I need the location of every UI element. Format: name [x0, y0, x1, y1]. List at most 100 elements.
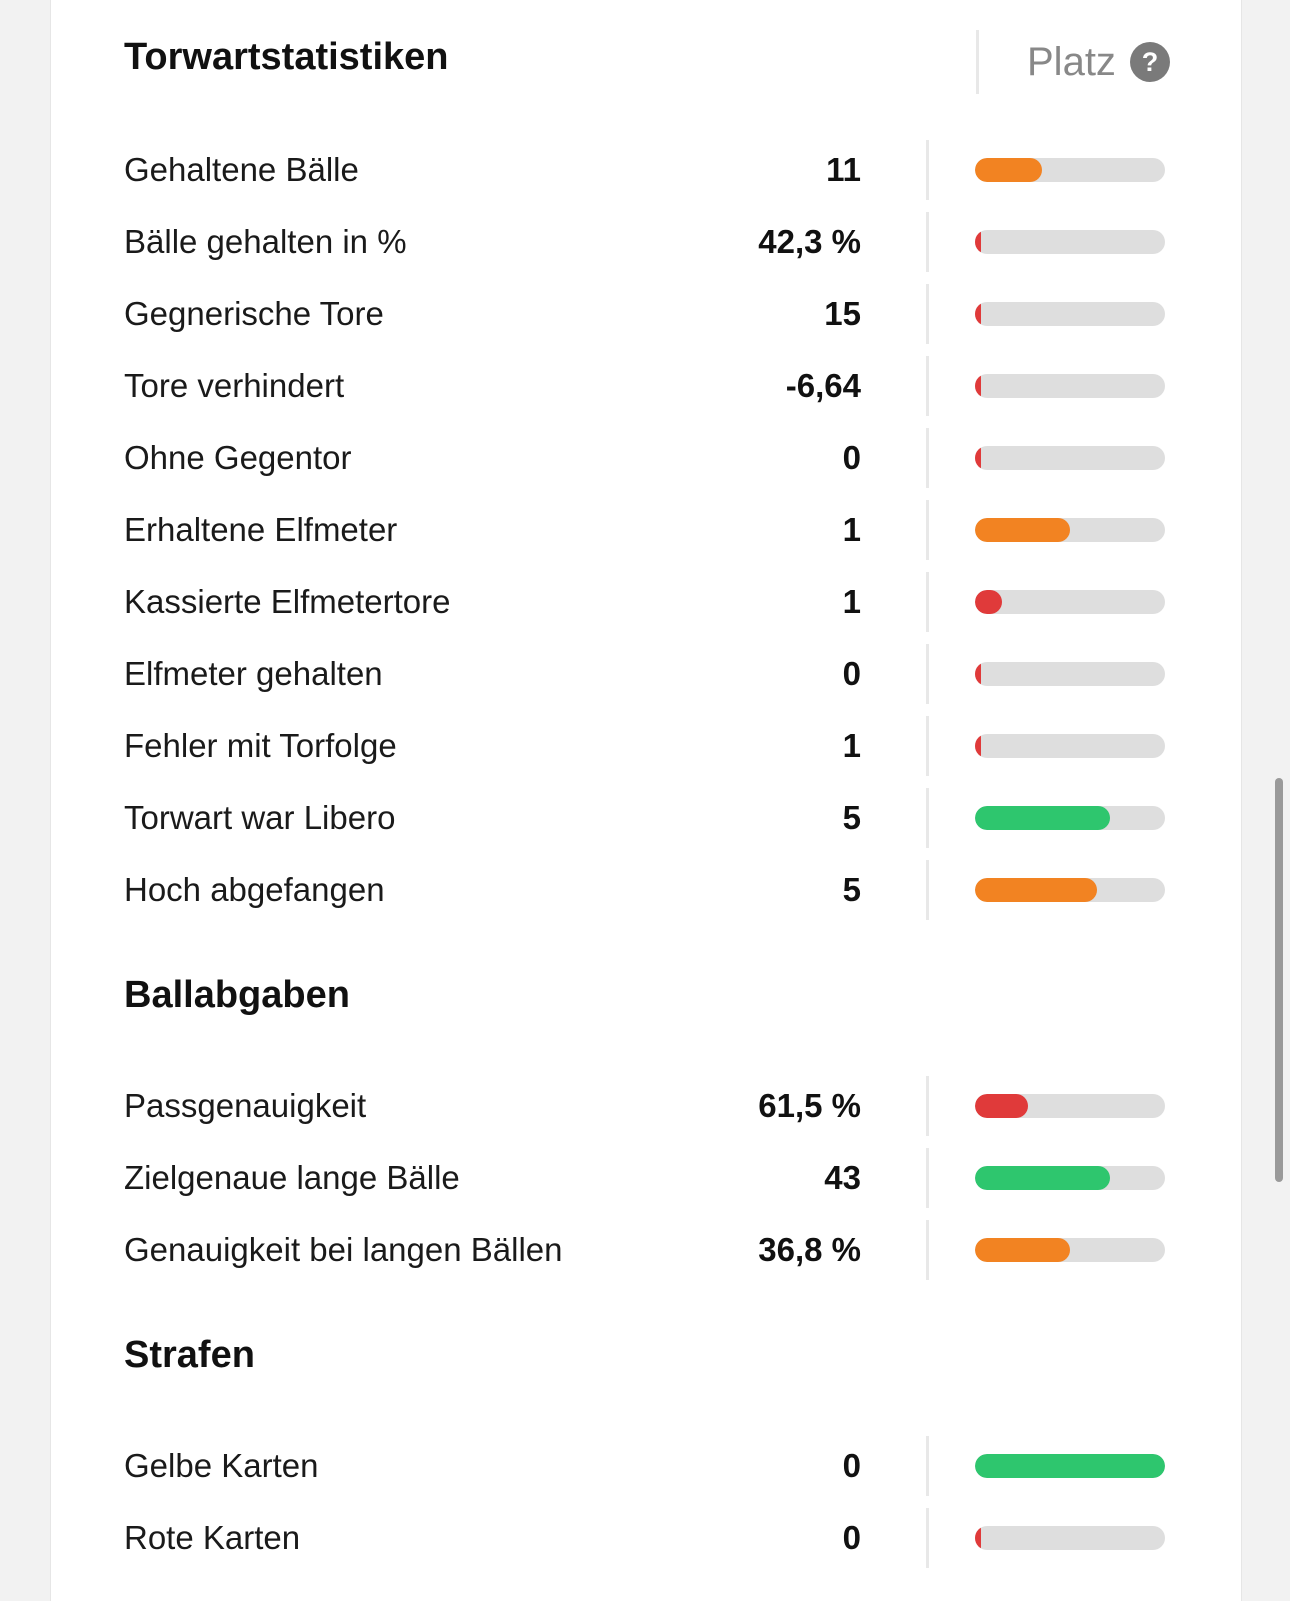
column-divider — [926, 356, 929, 416]
column-divider — [926, 1436, 929, 1496]
column-divider — [926, 1220, 929, 1280]
section-title-goalkeeping: Torwartstatistiken — [124, 36, 449, 78]
rank-bar-fill — [975, 662, 981, 686]
stat-value: 0 — [842, 655, 861, 692]
rank-bar-fill — [975, 230, 981, 254]
column-divider — [926, 644, 929, 704]
rank-bar-fill — [975, 878, 1097, 902]
rank-column-header: Platz ? — [976, 30, 1170, 94]
rank-bar — [975, 1094, 1165, 1118]
rank-bar-fill — [975, 1094, 1029, 1118]
stat-value: 61,5 % — [758, 1087, 861, 1124]
rank-bar-fill — [975, 518, 1070, 542]
column-divider — [926, 500, 929, 560]
stat-value: 5 — [842, 799, 861, 836]
stat-label: Elfmeter gehalten — [124, 655, 383, 692]
stat-label: Fehler mit Torfolge — [124, 727, 397, 764]
rank-bar — [975, 806, 1165, 830]
rank-bar-fill — [975, 1454, 1165, 1478]
section-title-discipline: Strafen — [124, 1334, 255, 1376]
column-divider — [926, 212, 929, 272]
stat-value: 0 — [842, 1519, 861, 1556]
column-divider — [926, 860, 929, 920]
rank-bar-fill — [975, 1238, 1070, 1262]
rank-bar — [975, 230, 1165, 254]
rank-bar-fill — [975, 446, 981, 470]
stat-value: 1 — [842, 511, 861, 548]
rank-bar-fill — [975, 302, 981, 326]
stat-row: Elfmeter gehalten 0 — [51, 644, 1241, 704]
stat-label: Genauigkeit bei langen Bällen — [124, 1231, 563, 1268]
stat-row: Tore verhindert -6,64 — [51, 356, 1241, 416]
question-circle-icon[interactable]: ? — [1129, 42, 1170, 82]
stat-value: 1 — [842, 583, 861, 620]
rank-bar — [975, 446, 1165, 470]
column-divider — [926, 284, 929, 344]
rank-bar — [975, 662, 1165, 686]
column-divider — [926, 788, 929, 848]
stat-label: Gehaltene Bälle — [124, 151, 359, 188]
stat-row: Passgenauigkeit 61,5 % — [51, 1076, 1241, 1136]
stat-label: Bälle gehalten in % — [124, 223, 407, 260]
rank-bar — [975, 1526, 1165, 1550]
stat-row: Gelbe Karten 0 — [51, 1436, 1241, 1496]
scrollbar[interactable] — [1275, 778, 1283, 1182]
stat-label: Hoch abgefangen — [124, 871, 385, 908]
rank-bar-fill — [975, 158, 1042, 182]
column-divider — [926, 140, 929, 200]
stat-label: Tore verhindert — [124, 367, 345, 404]
rank-bar-fill — [975, 590, 1002, 614]
stat-value: 15 — [824, 295, 861, 332]
column-divider — [926, 572, 929, 632]
stat-row: Zielgenaue lange Bälle 43 — [51, 1148, 1241, 1208]
rank-bar-fill — [975, 1526, 981, 1550]
stat-row: Ohne Gegentor 0 — [51, 428, 1241, 488]
rank-title: Platz — [1027, 39, 1116, 84]
stat-value: 5 — [842, 871, 861, 908]
stat-value: -6,64 — [785, 367, 861, 404]
rank-bar — [975, 518, 1165, 542]
stat-value: 42,3 % — [758, 223, 861, 260]
stat-value: 36,8 % — [758, 1231, 861, 1268]
rank-bar-fill — [975, 1166, 1110, 1190]
column-divider — [926, 1508, 929, 1568]
rank-bar — [975, 158, 1165, 182]
stat-label: Erhaltene Elfmeter — [124, 511, 398, 548]
stat-label: Zielgenaue lange Bälle — [124, 1159, 460, 1196]
stat-value: 11 — [826, 151, 861, 188]
stat-row: Hoch abgefangen 5 — [51, 860, 1241, 920]
stat-label: Gelbe Karten — [124, 1447, 319, 1484]
column-divider — [926, 716, 929, 776]
stat-label: Ohne Gegentor — [124, 439, 352, 476]
stat-row: Rote Karten 0 — [51, 1508, 1241, 1568]
rank-bar — [975, 302, 1165, 326]
rank-bar-fill — [975, 374, 981, 398]
stat-value: 0 — [842, 439, 861, 476]
column-divider — [926, 1148, 929, 1208]
stat-row: Gegnerische Tore 15 — [51, 284, 1241, 344]
stat-label: Gegnerische Tore — [124, 295, 384, 332]
stat-label: Kassierte Elfmetertore — [124, 583, 451, 620]
stat-row: Torwart war Libero 5 — [51, 788, 1241, 848]
section-title-passing: Ballabgaben — [124, 974, 350, 1016]
rank-bar — [975, 1454, 1165, 1478]
column-divider — [926, 428, 929, 488]
stat-row: Gehaltene Bälle 11 — [51, 140, 1241, 200]
rank-bar — [975, 878, 1165, 902]
rank-bar — [975, 590, 1165, 614]
rank-bar — [975, 1238, 1165, 1262]
stat-label: Rote Karten — [124, 1519, 301, 1556]
stat-row: Kassierte Elfmetertore 1 — [51, 572, 1241, 632]
stat-row: Erhaltene Elfmeter 1 — [51, 500, 1241, 560]
stat-label: Passgenauigkeit — [124, 1087, 367, 1124]
rank-bar — [975, 734, 1165, 758]
rank-bar — [975, 1166, 1165, 1190]
rank-bar-fill — [975, 734, 981, 758]
column-divider — [926, 1076, 929, 1136]
rank-bar — [975, 374, 1165, 398]
goalkeeper-stats-card: Torwartstatistiken Platz ? Gehaltene Bäl… — [50, 0, 1242, 1601]
rank-bar-fill — [975, 806, 1110, 830]
stat-row: Bälle gehalten in % 42,3 % — [51, 212, 1241, 272]
stat-label: Torwart war Libero — [124, 799, 396, 836]
stat-row: Genauigkeit bei langen Bällen 36,8 % — [51, 1220, 1241, 1280]
